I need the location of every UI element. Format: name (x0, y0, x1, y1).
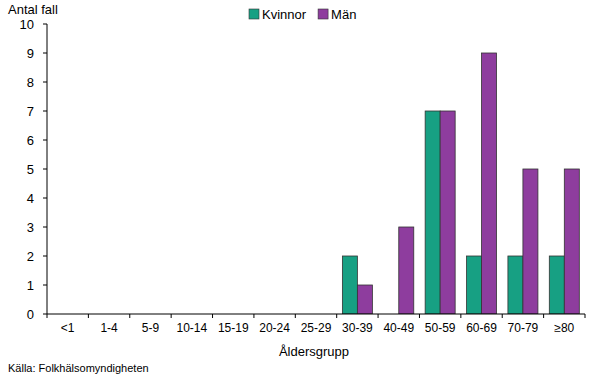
bar (342, 256, 357, 314)
x-tick (543, 314, 544, 318)
x-axis (47, 314, 585, 315)
y-tick-label: 6 (27, 133, 34, 148)
x-tick (419, 314, 420, 318)
y-tick-label: 4 (27, 191, 34, 206)
x-tick (212, 314, 213, 318)
y-tick (43, 198, 47, 199)
x-tick-label: <1 (61, 321, 75, 335)
y-tick-label: 1 (27, 278, 34, 293)
x-tick (502, 314, 503, 318)
y-tick (43, 314, 47, 315)
bar (399, 227, 414, 314)
y-tick (43, 53, 47, 54)
y-tick (43, 111, 47, 112)
y-tick-label: 3 (27, 220, 34, 235)
x-tick-label: 20-24 (259, 321, 290, 335)
bar (467, 256, 482, 314)
x-tick (378, 314, 379, 318)
y-tick-label: 2 (27, 249, 34, 264)
legend: Kvinnor Män (249, 7, 356, 22)
x-tick (47, 314, 48, 318)
bar (357, 285, 372, 314)
y-axis-label: Antal fall (8, 2, 58, 17)
legend-swatch (249, 9, 259, 19)
x-tick-label: 10-14 (176, 321, 207, 335)
bar (425, 111, 440, 314)
x-tick-label: 15-19 (218, 321, 249, 335)
x-tick-label: 30-39 (342, 321, 373, 335)
bar (549, 256, 564, 314)
y-tick (43, 256, 47, 257)
y-tick (43, 82, 47, 83)
bar (440, 111, 455, 314)
x-tick (460, 314, 461, 318)
y-tick-label: 5 (27, 162, 34, 177)
y-tick-label: 8 (27, 75, 34, 90)
y-tick-label: 10 (20, 17, 34, 32)
bar (482, 53, 497, 314)
x-tick (171, 314, 172, 318)
x-tick-label: 70-79 (508, 321, 539, 335)
y-tick (43, 140, 47, 141)
legend-label: Män (331, 7, 356, 22)
x-tick-label: 50-59 (425, 321, 456, 335)
y-tick-label: 9 (27, 46, 34, 61)
bar (564, 169, 579, 314)
x-tick (88, 314, 89, 318)
x-tick (336, 314, 337, 318)
x-tick-label: 25-29 (301, 321, 332, 335)
y-tick-label: 7 (27, 104, 34, 119)
y-tick-label: 0 (27, 307, 34, 322)
x-tick-label: 40-49 (383, 321, 414, 335)
x-tick (295, 314, 296, 318)
x-tick-label: 5-9 (142, 321, 160, 335)
x-axis-label: Åldersgrupp (279, 344, 349, 359)
legend-label: Kvinnor (262, 7, 307, 22)
x-tick-label: 60-69 (466, 321, 497, 335)
bar (508, 256, 523, 314)
x-tick-label: ≥80 (554, 321, 574, 335)
annotation: Källa: Folkhälsomyndigheten (8, 362, 149, 374)
x-tick (253, 314, 254, 318)
y-tick (43, 169, 47, 170)
bars (342, 53, 579, 314)
y-tick (43, 227, 47, 228)
chart: 0 1 2 3 4 5 6 7 8 9 10 <1 1-4 5-9 10-14 15-19 20-24 25-29… (0, 0, 605, 378)
x-tick (585, 314, 586, 318)
x-tick-label: 1-4 (100, 321, 118, 335)
bar (523, 169, 538, 314)
y-tick (43, 24, 47, 25)
y-tick (43, 285, 47, 286)
x-tick (129, 314, 130, 318)
legend-swatch (318, 9, 328, 19)
